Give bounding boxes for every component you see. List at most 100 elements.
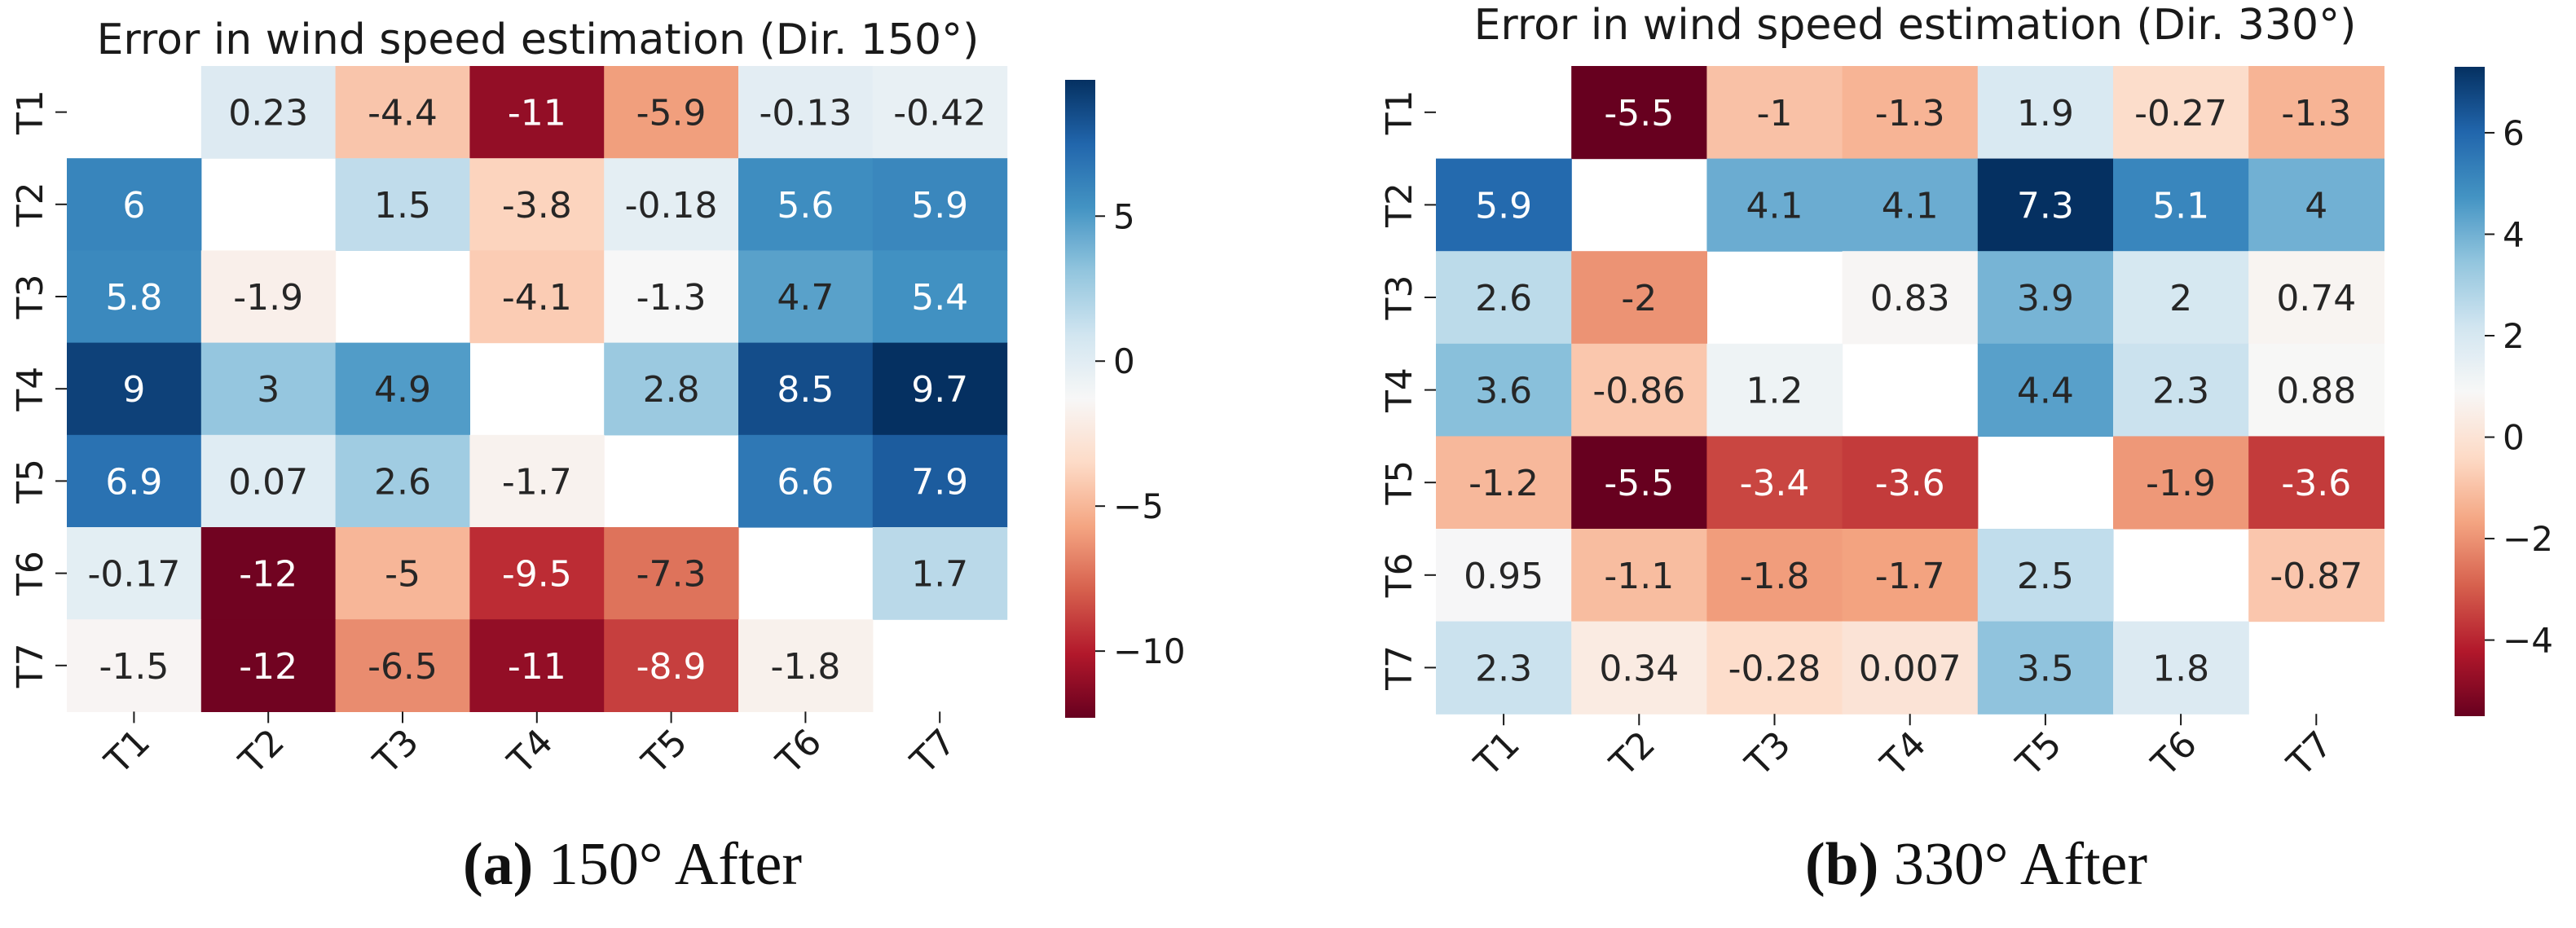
heatmap-cell	[67, 158, 202, 251]
cell-value-label: -1.3	[2281, 93, 2351, 134]
heatmap-cell	[469, 527, 605, 620]
cell-value-label: 2.5	[2017, 556, 2074, 597]
cell-value-label: -0.17	[87, 554, 180, 596]
heatmap-cell	[1706, 343, 1843, 437]
heatmap-cell	[2113, 436, 2249, 530]
heatmap-cell	[2248, 343, 2384, 437]
heatmap-cell	[2248, 529, 2384, 622]
y-tick-label: T2	[1379, 183, 1420, 228]
cell-value-label: 5.9	[1475, 185, 1532, 227]
heatmap-cell	[1436, 158, 1572, 252]
caption-label: (a)	[463, 831, 533, 898]
heatmap-cell	[1571, 436, 1707, 530]
heatmap-cell	[2248, 158, 2384, 252]
x-tick-label: T4	[500, 721, 561, 783]
y-tick-label: T5	[10, 459, 51, 504]
y-tick-label: T3	[10, 275, 51, 320]
cell-value-label: 4	[2305, 185, 2327, 227]
cell-value-label: -1.7	[1875, 556, 1945, 597]
heatmap-cell	[1706, 436, 1843, 530]
heatmap-cell	[67, 619, 202, 712]
cell-value-label: 0.07	[228, 461, 308, 503]
caption-label: (b)	[1805, 831, 1878, 898]
heatmap-cell	[1977, 66, 2114, 160]
heatmap-cell	[1842, 621, 1979, 715]
cell-value-label: -8.9	[636, 646, 707, 688]
cell-value-label: 2.6	[1475, 278, 1532, 319]
x-tick-label: T1	[97, 721, 159, 783]
heatmap-cell	[1842, 529, 1979, 622]
heatmap-cell	[872, 66, 1008, 159]
heatmap-cell	[604, 250, 739, 344]
cell-value-label: -0.27	[2134, 93, 2227, 134]
heatmap-cell	[1977, 621, 2114, 715]
heatmap-cell	[604, 527, 739, 620]
cell-value-label: -1	[1757, 93, 1793, 134]
heatmap-cell	[2113, 621, 2249, 715]
cell-value-label: -0.87	[2270, 556, 2362, 597]
cell-value-label: -1.2	[1469, 463, 1539, 504]
heatmap-cell	[469, 619, 605, 712]
heatmap-cell	[2248, 66, 2384, 160]
chart-title: Error in wind speed estimation (Dir. 150…	[97, 15, 980, 64]
heatmap-cell	[200, 527, 337, 620]
cell-value-label: 0.83	[1870, 278, 1950, 319]
y-tick-label: T4	[1379, 367, 1420, 413]
cell-value-label: 3	[257, 369, 280, 411]
heatmap-cell	[1842, 158, 1979, 252]
y-tick-label: T2	[10, 182, 51, 227]
cell-value-label: -4.4	[368, 93, 438, 134]
cell-value-label: -0.18	[625, 185, 718, 227]
y-tick-label: T7	[1379, 645, 1420, 691]
heatmap-cell	[2113, 251, 2249, 345]
cell-value-label: -11	[508, 646, 566, 688]
cell-value-label: 1.2	[1746, 371, 1803, 412]
x-tick-label: T6	[2143, 723, 2205, 785]
heatmap-cell	[67, 434, 202, 528]
cell-value-label: 6.9	[105, 461, 162, 503]
x-tick-label: T5	[2008, 723, 2070, 785]
heatmap-cell	[1436, 343, 1572, 437]
cell-value-label: 0.88	[2276, 371, 2356, 412]
cell-value-label: -6.5	[368, 646, 438, 688]
y-tick-label: T7	[10, 643, 51, 688]
heatmap-cell	[2248, 251, 2384, 345]
cell-value-label: -1.8	[770, 646, 840, 688]
heatmap-cell	[2248, 436, 2384, 530]
cell-value-label: -5	[385, 554, 421, 596]
heatmap-cell	[738, 619, 874, 712]
chart-title: Error in wind speed estimation (Dir. 330…	[1474, 1, 2357, 50]
cell-value-label: -12	[239, 554, 297, 596]
heatmap-cell	[872, 527, 1008, 620]
cell-value-label: -3.6	[1875, 463, 1945, 504]
cell-value-label: 4.1	[1882, 185, 1939, 227]
cell-value-label: -3.4	[1740, 463, 1810, 504]
cell-value-label: 2.3	[1475, 648, 1532, 689]
cell-value-label: 6	[122, 185, 145, 227]
cell-value-label: 5.8	[105, 277, 162, 319]
x-tick-label: T7	[902, 721, 964, 783]
cell-value-label: -4.1	[502, 277, 572, 319]
colorbar-tick-label: 6	[2503, 113, 2525, 153]
cell-value-label: -1.5	[99, 646, 169, 688]
heatmap-panel-b: Error in wind speed estimation (Dir. 330…	[1379, 1, 2553, 898]
cell-value-label: -2	[1621, 278, 1657, 319]
colorbar-tick-label: 4	[2503, 214, 2525, 254]
heatmap-cell	[67, 527, 202, 620]
cell-value-label: 0.74	[2276, 278, 2356, 319]
colorbar-tick-label: −4	[2503, 621, 2553, 661]
heatmap-cell	[1842, 436, 1979, 530]
heatmap-cell	[2113, 343, 2249, 437]
x-tick-label: T4	[1873, 723, 1935, 785]
cell-value-label: 7.9	[911, 461, 968, 503]
cell-value-label: 4.9	[374, 369, 431, 411]
colorbar-tick-label: 0	[2503, 418, 2525, 458]
heatmap-cell	[604, 158, 739, 251]
cell-value-label: -11	[508, 93, 566, 134]
heatmap-cell	[67, 342, 202, 436]
y-tick-label: T1	[1379, 90, 1420, 135]
colorbar-tick-label: 2	[2503, 316, 2525, 356]
heatmap-cell	[2113, 66, 2249, 160]
cell-value-label: -0.28	[1728, 648, 1821, 689]
